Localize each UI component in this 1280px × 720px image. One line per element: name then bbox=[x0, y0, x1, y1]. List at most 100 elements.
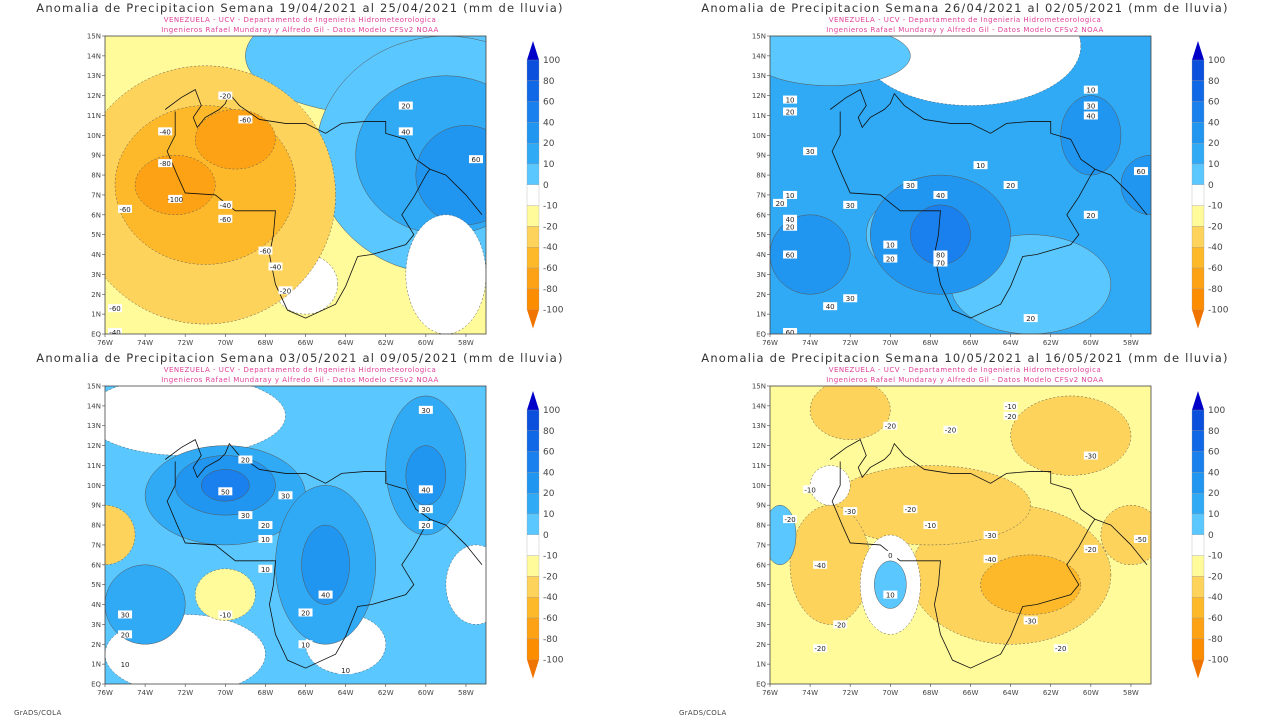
lon-tick-label: 76W bbox=[97, 689, 113, 697]
lon-tick-label: 68W bbox=[922, 339, 938, 347]
lat-tick-label: 2N bbox=[91, 291, 101, 299]
contour-label: 30 bbox=[281, 492, 290, 500]
lon-tick-label: 72W bbox=[842, 689, 858, 697]
contour-label: 10 bbox=[886, 592, 895, 600]
lat-tick-label: 7N bbox=[91, 191, 101, 199]
colorbar-label: 40 bbox=[543, 118, 555, 128]
contour-label: -80 bbox=[159, 160, 170, 168]
map-panel-2: Anomalia de Precipitacion Semana 26/04/2… bbox=[665, 0, 1280, 350]
anomaly-contour-region bbox=[1100, 504, 1151, 566]
lat-tick-label: 11N bbox=[752, 112, 766, 120]
lon-tick-label: 74W bbox=[137, 689, 153, 697]
lat-tick-label: 7N bbox=[91, 541, 101, 549]
colorbar-label: -100 bbox=[1208, 656, 1229, 666]
contour-label: 20 bbox=[786, 224, 795, 232]
lon-tick-label: 58W bbox=[458, 689, 474, 697]
contour-label-bg bbox=[258, 534, 273, 543]
map-panel-3: Anomalia de Precipitacion Semana 03/05/2… bbox=[0, 350, 640, 700]
contour-label: 60 bbox=[472, 156, 481, 164]
contour-label-bg bbox=[158, 127, 173, 136]
colorbar-label: -60 bbox=[543, 614, 558, 624]
contour-label-bg bbox=[833, 620, 848, 629]
contour-label-bg bbox=[118, 630, 133, 639]
colorbar-under-triangle bbox=[527, 659, 539, 679]
contour-label: 10 bbox=[976, 162, 985, 170]
colorbar-label: -80 bbox=[1208, 285, 1223, 295]
colorbar-segment bbox=[1191, 226, 1205, 248]
colorbar-label: -80 bbox=[1208, 635, 1223, 645]
map-frame bbox=[104, 35, 487, 335]
contour-label: -60 bbox=[220, 216, 231, 224]
colorbar-label: 20 bbox=[1208, 489, 1220, 499]
contour-label-bg bbox=[783, 250, 798, 259]
contour-label: -10 bbox=[925, 522, 936, 530]
contour-label-bg bbox=[983, 554, 998, 563]
contour-label-bg bbox=[318, 590, 333, 599]
lat-tick-label: 10N bbox=[87, 132, 101, 140]
contour-label-bg bbox=[813, 560, 828, 569]
lat-tick-label: 13N bbox=[87, 72, 101, 80]
lat-tick-label: 2N bbox=[756, 641, 766, 649]
lat-tick-label: 5N bbox=[756, 581, 766, 589]
contour-label: 40 bbox=[1086, 112, 1095, 120]
lat-tick-label: EQ bbox=[756, 331, 766, 339]
coastline bbox=[164, 89, 483, 216]
lat-tick-label: 14N bbox=[752, 52, 766, 60]
contour-label-bg bbox=[258, 521, 273, 530]
contour-label-bg bbox=[783, 190, 798, 199]
contour-label: -20 bbox=[280, 287, 291, 295]
country-border bbox=[166, 111, 431, 319]
contour-label: 20 bbox=[421, 522, 430, 530]
lat-tick-label: 15N bbox=[87, 33, 101, 41]
panel-title: Anomalia de Precipitacion Semana 26/04/2… bbox=[701, 1, 1229, 15]
lat-tick-label: 12N bbox=[87, 442, 101, 450]
contour-label-bg bbox=[418, 521, 433, 530]
contour-label-bg bbox=[278, 286, 293, 295]
lat-tick-label: 9N bbox=[91, 152, 101, 160]
colorbar-label: -40 bbox=[543, 243, 558, 253]
colorbar-label: 0 bbox=[543, 181, 549, 191]
colorbar-segment bbox=[1191, 597, 1205, 619]
lat-tick-label: 1N bbox=[91, 661, 101, 669]
contour-label-bg bbox=[238, 511, 253, 520]
colorbar-label: 10 bbox=[543, 160, 555, 170]
contour-label: 20 bbox=[121, 631, 130, 639]
colorbar-segment bbox=[526, 451, 540, 473]
contour-label: 10 bbox=[341, 667, 350, 675]
panel-subtitle-1: VENEZUELA - UCV - Departamento de Ingeni… bbox=[163, 366, 437, 374]
lat-tick-label: 3N bbox=[91, 271, 101, 279]
colorbar-label: -10 bbox=[543, 552, 558, 562]
lon-tick-label: 62W bbox=[378, 339, 394, 347]
anomaly-contour-region bbox=[301, 524, 350, 605]
lon-tick-label: 62W bbox=[1043, 339, 1059, 347]
lat-tick-label: 8N bbox=[91, 522, 101, 530]
colorbar-label: -20 bbox=[1208, 572, 1223, 582]
contour-label: -50 bbox=[1135, 536, 1146, 544]
colorbar-label: 20 bbox=[543, 489, 555, 499]
anomaly-contour-region bbox=[874, 560, 907, 609]
colorbar-label: 100 bbox=[1208, 56, 1225, 66]
lat-tick-label: 4N bbox=[91, 601, 101, 609]
colorbar-segment bbox=[526, 101, 540, 123]
contour-label: -30 bbox=[985, 532, 996, 540]
lat-tick-label: 15N bbox=[87, 383, 101, 391]
colorbar-label: 40 bbox=[543, 468, 555, 478]
colorbar-segment bbox=[526, 226, 540, 248]
contour-label: 10 bbox=[886, 242, 895, 250]
colorbar-under-triangle bbox=[1192, 309, 1204, 329]
colorbar-over-triangle bbox=[527, 41, 539, 60]
colorbar-segment bbox=[1191, 101, 1205, 123]
contour-label-bg bbox=[1003, 411, 1018, 420]
contour-label: 10 bbox=[301, 641, 310, 649]
contour-label: -20 bbox=[905, 506, 916, 514]
lat-tick-label: 4N bbox=[756, 601, 766, 609]
colorbar-segment bbox=[526, 80, 540, 102]
lat-tick-label: 5N bbox=[91, 581, 101, 589]
contour-label: 10 bbox=[786, 192, 795, 200]
lat-tick-label: 6N bbox=[756, 561, 766, 569]
anomaly-contour-region bbox=[770, 504, 797, 566]
lat-tick-label: 8N bbox=[756, 522, 766, 530]
anomaly-contour-region bbox=[770, 214, 851, 295]
colorbar-label: 20 bbox=[543, 139, 555, 149]
colorbar-segment bbox=[526, 247, 540, 269]
